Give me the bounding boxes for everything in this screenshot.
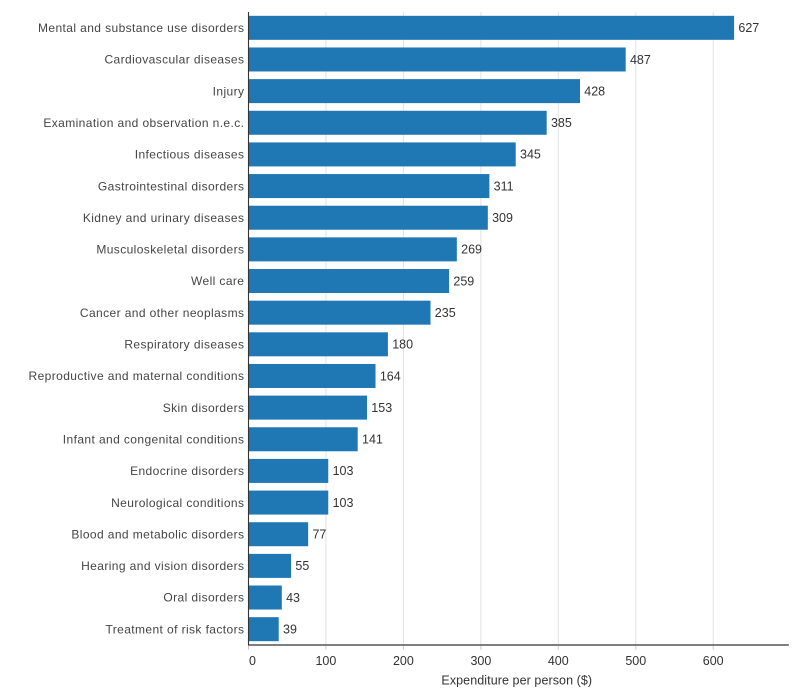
svg-text:164: 164 bbox=[380, 369, 401, 383]
svg-text:345: 345 bbox=[520, 148, 541, 162]
svg-text:Hearing and vision disorders: Hearing and vision disorders bbox=[81, 559, 244, 573]
svg-text:103: 103 bbox=[333, 464, 354, 478]
svg-text:259: 259 bbox=[453, 274, 474, 288]
svg-text:Oral disorders: Oral disorders bbox=[163, 591, 244, 605]
svg-text:77: 77 bbox=[312, 528, 326, 542]
svg-text:Well care: Well care bbox=[191, 274, 244, 288]
svg-text:269: 269 bbox=[461, 243, 482, 257]
svg-text:Kidney and urinary diseases: Kidney and urinary diseases bbox=[83, 211, 245, 225]
svg-text:180: 180 bbox=[392, 338, 413, 352]
svg-text:43: 43 bbox=[286, 591, 300, 605]
svg-text:Musculoskeletal disorders: Musculoskeletal disorders bbox=[96, 243, 244, 257]
svg-text:Infectious diseases: Infectious diseases bbox=[135, 148, 245, 162]
svg-text:103: 103 bbox=[333, 496, 354, 510]
svg-text:627: 627 bbox=[738, 21, 759, 35]
svg-text:Injury: Injury bbox=[213, 84, 245, 98]
svg-text:Blood and metabolic disorders: Blood and metabolic disorders bbox=[71, 527, 244, 541]
svg-text:200: 200 bbox=[393, 654, 414, 668]
svg-text:300: 300 bbox=[470, 654, 491, 668]
svg-text:309: 309 bbox=[492, 211, 513, 225]
svg-text:487: 487 bbox=[630, 53, 651, 67]
svg-text:153: 153 bbox=[371, 401, 392, 415]
svg-text:Cardiovascular diseases: Cardiovascular diseases bbox=[104, 53, 244, 67]
svg-text:Infant and congenital conditio: Infant and congenital conditions bbox=[63, 432, 245, 446]
svg-text:600: 600 bbox=[703, 654, 724, 668]
svg-text:235: 235 bbox=[435, 306, 456, 320]
svg-text:39: 39 bbox=[283, 622, 297, 636]
svg-text:385: 385 bbox=[551, 116, 572, 130]
svg-text:141: 141 bbox=[362, 433, 383, 447]
svg-text:Reproductive and maternal cond: Reproductive and maternal conditions bbox=[29, 369, 245, 383]
svg-text:428: 428 bbox=[584, 84, 605, 98]
svg-text:Gastrointestinal disorders: Gastrointestinal disorders bbox=[98, 179, 244, 193]
svg-text:400: 400 bbox=[548, 654, 569, 668]
svg-text:55: 55 bbox=[295, 559, 309, 573]
svg-text:0: 0 bbox=[249, 654, 256, 668]
svg-text:Respiratory diseases: Respiratory diseases bbox=[124, 338, 244, 352]
svg-text:Examination and observation n.: Examination and observation n.e.c. bbox=[43, 116, 244, 130]
svg-text:Expenditure per person ($): Expenditure per person ($) bbox=[441, 673, 592, 687]
svg-text:500: 500 bbox=[625, 654, 646, 668]
svg-text:Endocrine disorders: Endocrine disorders bbox=[130, 464, 244, 478]
svg-text:Mental and substance use disor: Mental and substance use disorders bbox=[38, 21, 244, 35]
svg-text:Treatment of risk factors: Treatment of risk factors bbox=[105, 622, 244, 636]
svg-text:Skin disorders: Skin disorders bbox=[163, 401, 245, 415]
svg-text:Cancer and other neoplasms: Cancer and other neoplasms bbox=[80, 306, 245, 320]
svg-text:311: 311 bbox=[494, 179, 514, 193]
svg-text:Neurological conditions: Neurological conditions bbox=[111, 496, 244, 510]
svg-text:100: 100 bbox=[315, 654, 336, 668]
